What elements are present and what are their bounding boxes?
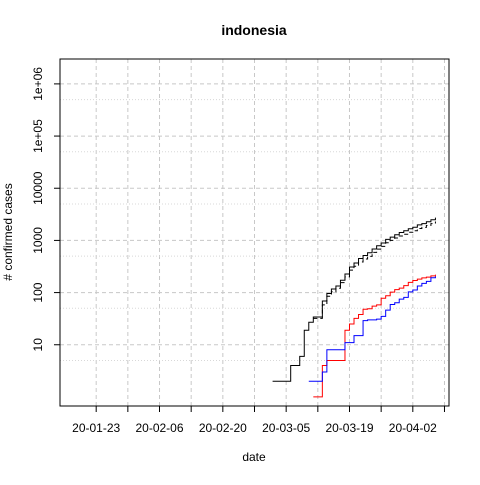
y-tick-label: 10000	[31, 171, 45, 205]
y-tick-label: 10	[31, 338, 45, 352]
axis-layer: 20-01-23 20-02-06 20-02-20 20-03-05 20-03-19…	[31, 67, 445, 435]
chart-title: indonesia	[221, 22, 287, 38]
x-tick-label: 20-02-06	[135, 421, 183, 435]
series-line-1	[272, 217, 436, 382]
series-line-2	[313, 221, 436, 319]
x-tick-label: 20-02-20	[199, 421, 247, 435]
x-tick-label: 20-03-19	[325, 421, 373, 435]
series-line-4	[308, 276, 436, 382]
y-tick-label: 1e+06	[31, 67, 45, 101]
x-tick-label: 20-03-05	[262, 421, 310, 435]
y-tick-label: 100	[31, 282, 45, 302]
x-tick-label: 20-01-23	[72, 421, 120, 435]
plot-box	[59, 58, 450, 407]
series-line-3	[313, 274, 436, 398]
y-axis-label: # confirmed cases	[1, 183, 15, 280]
series-layer	[272, 217, 436, 398]
x-tick-label: 20-04-02	[389, 421, 437, 435]
y-tick-label: 1000	[31, 227, 45, 254]
y-tick-label: 1e+05	[31, 119, 45, 153]
grid-layer	[60, 59, 449, 406]
x-axis-label: date	[242, 450, 266, 464]
